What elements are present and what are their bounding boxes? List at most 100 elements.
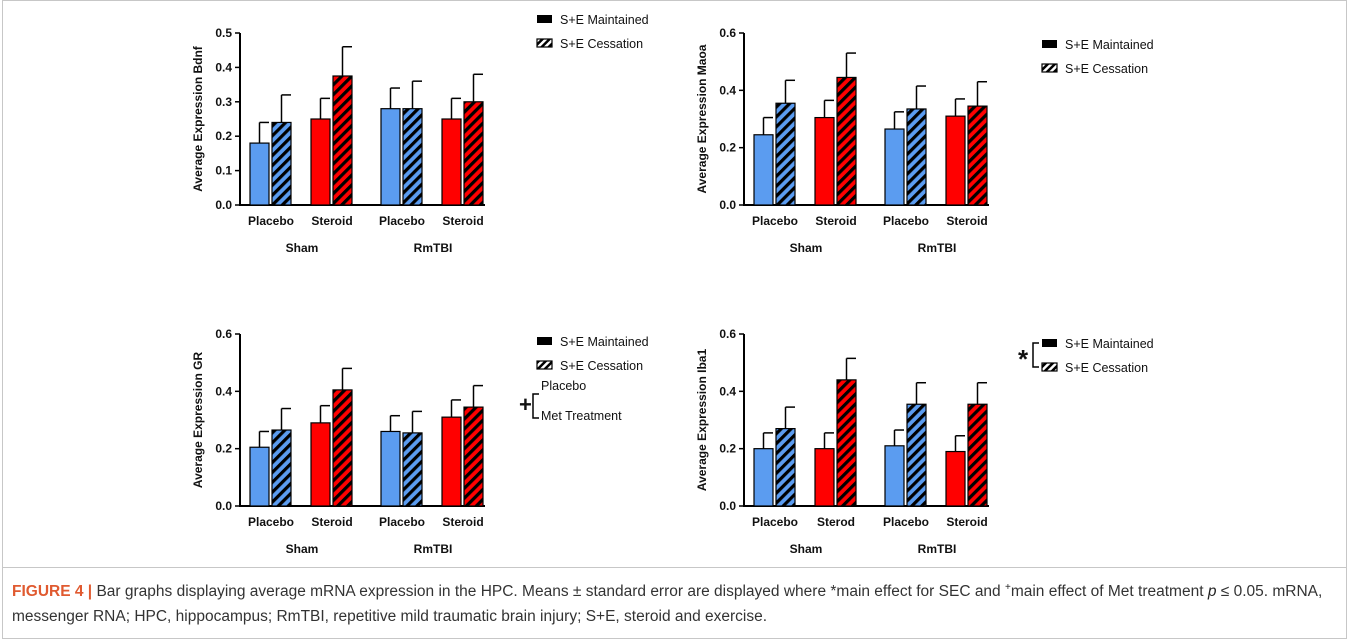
legend: S+E Maintained S+E Cessation xyxy=(536,13,649,51)
x-tick-label: Steroid xyxy=(311,515,352,529)
significance-bracket xyxy=(532,393,539,419)
significance-symbol: * xyxy=(1018,344,1029,374)
y-tick-label: 0.3 xyxy=(215,95,232,109)
group-label: RmTBI xyxy=(414,542,453,556)
legend-label: S+E Maintained xyxy=(1065,38,1154,52)
y-tick-label: 0.6 xyxy=(215,327,232,341)
x-tick-label: Placebo xyxy=(248,515,294,529)
y-tick-label: 0.6 xyxy=(719,327,736,341)
y-tick-label: 0.2 xyxy=(215,442,232,456)
chart-panel-1: 0.0 0.1 0.2 0.3 0.4 0.5 Average Expression Bdn… xyxy=(191,13,649,255)
caption-text-1: Bar graphs displaying average mRNA expre… xyxy=(92,583,1005,601)
x-tick-label: Steroid xyxy=(442,515,483,529)
x-tick-label: Placebo xyxy=(883,214,929,228)
x-tick-label: Steroid xyxy=(815,214,856,228)
y-tick-label: 0.4 xyxy=(215,384,232,398)
legend: S+E Maintained S+E Cessation xyxy=(1041,337,1154,375)
charts-area: 0.0 0.1 0.2 0.3 0.4 0.5 Average Expression Bdn… xyxy=(191,13,1154,556)
y-axis-label: Average Expression Maoa xyxy=(695,44,709,193)
y-tick-label: 0.5 xyxy=(215,26,232,40)
legend-swatch-cessation xyxy=(536,38,553,48)
bar-maintained xyxy=(945,450,966,507)
bar-maintained xyxy=(380,430,401,507)
y-axis-label: Average Expression GR xyxy=(191,352,205,489)
bar-maintained xyxy=(753,134,774,206)
y-tick-label: 0.4 xyxy=(719,384,736,398)
bar-maintained xyxy=(814,116,835,206)
bar-cessation xyxy=(463,101,484,206)
bar-maintained xyxy=(380,108,401,206)
annotation-label: Met Treatment xyxy=(541,409,622,423)
legend-swatch-cessation xyxy=(1041,362,1058,372)
y-tick-label: 0.4 xyxy=(719,83,736,97)
y-tick-label: 0.2 xyxy=(215,129,232,143)
x-tick-label: Placebo xyxy=(752,515,798,529)
legend: S+E Maintained S+E Cessation xyxy=(536,335,649,373)
y-axis-label: Average Expression Iba1 xyxy=(695,349,709,492)
bar-maintained xyxy=(310,118,331,206)
x-tick-label: Steroid xyxy=(946,214,987,228)
x-tick-label: Steroid xyxy=(946,515,987,529)
bar-cessation xyxy=(967,105,988,206)
bar-cessation xyxy=(775,428,796,507)
bar-maintained xyxy=(441,118,462,206)
bar-maintained xyxy=(441,416,462,507)
x-tick-label: Placebo xyxy=(379,515,425,529)
legend-swatch-maintained xyxy=(537,337,552,345)
legend: S+E Maintained S+E Cessation xyxy=(1041,38,1154,76)
bar-cessation xyxy=(775,102,796,206)
legend-label: S+E Maintained xyxy=(560,335,649,349)
group-label: Sham xyxy=(286,241,319,255)
group-label: RmTBI xyxy=(918,241,957,255)
bar-cessation xyxy=(836,379,857,507)
legend-label: S+E Cessation xyxy=(1065,361,1148,375)
chart-panel-4: 0.0 0.2 0.4 0.6 Average Expression Iba1 Place… xyxy=(695,327,1154,556)
chart-panel-3: 0.0 0.2 0.4 0.6 Average Expression GR Placebo… xyxy=(191,327,649,556)
legend-label: S+E Maintained xyxy=(1065,337,1154,351)
bar-cessation xyxy=(906,403,927,507)
y-tick-label: 0.2 xyxy=(719,141,736,155)
y-axis-label: Average Expression Bdnf xyxy=(191,45,205,192)
bar-cessation xyxy=(332,75,353,206)
bar-cessation xyxy=(402,108,423,206)
caption-divider xyxy=(2,567,1347,568)
bar-cessation xyxy=(271,121,292,206)
x-tick-label: Placebo xyxy=(752,214,798,228)
legend-swatch-cessation xyxy=(536,360,553,370)
significance-bracket xyxy=(1032,342,1039,368)
x-tick-label: Steroid xyxy=(442,214,483,228)
y-tick-label: 0.2 xyxy=(719,442,736,456)
legend-label: S+E Cessation xyxy=(560,359,643,373)
caption-text-2: main effect of Met treatment xyxy=(1010,583,1208,601)
legend-swatch-maintained xyxy=(1042,339,1057,347)
group-label: Sham xyxy=(790,241,823,255)
bar-cessation xyxy=(332,389,353,507)
legend-swatch-maintained xyxy=(1042,40,1057,48)
bar-maintained xyxy=(884,445,905,507)
bar-cessation xyxy=(906,108,927,206)
legend-label: S+E Cessation xyxy=(1065,62,1148,76)
bar-cessation xyxy=(836,76,857,206)
x-tick-label: Placebo xyxy=(248,214,294,228)
x-tick-label: Steroid xyxy=(311,214,352,228)
x-tick-label: Sterod xyxy=(817,515,855,529)
group-label: Sham xyxy=(286,542,319,556)
x-tick-label: Placebo xyxy=(379,214,425,228)
legend-swatch-cessation xyxy=(1041,63,1058,73)
group-label: RmTBI xyxy=(918,542,957,556)
legend-swatch-maintained xyxy=(537,15,552,23)
y-tick-label: 0.4 xyxy=(215,60,232,74)
y-tick-label: 0.0 xyxy=(719,198,736,212)
bar-cessation xyxy=(271,429,292,507)
bar-cessation xyxy=(967,403,988,507)
y-tick-label: 0.1 xyxy=(215,164,232,178)
chart-panel-2: 0.0 0.2 0.4 0.6 Average Expression Maoa Place… xyxy=(695,26,1154,255)
caption-text-3: ≤ 0.05. mRNA, messenger RNA; HPC, hippoc… xyxy=(12,583,1323,626)
caption-lead: FIGURE 4 | xyxy=(12,583,93,601)
group-label: Sham xyxy=(790,542,823,556)
figure-caption: FIGURE 4 | Bar graphs displaying average… xyxy=(12,575,1342,629)
y-tick-label: 0.0 xyxy=(215,499,232,513)
x-tick-label: Placebo xyxy=(883,515,929,529)
group-label: RmTBI xyxy=(414,241,453,255)
annotation-label: Placebo xyxy=(541,379,586,393)
